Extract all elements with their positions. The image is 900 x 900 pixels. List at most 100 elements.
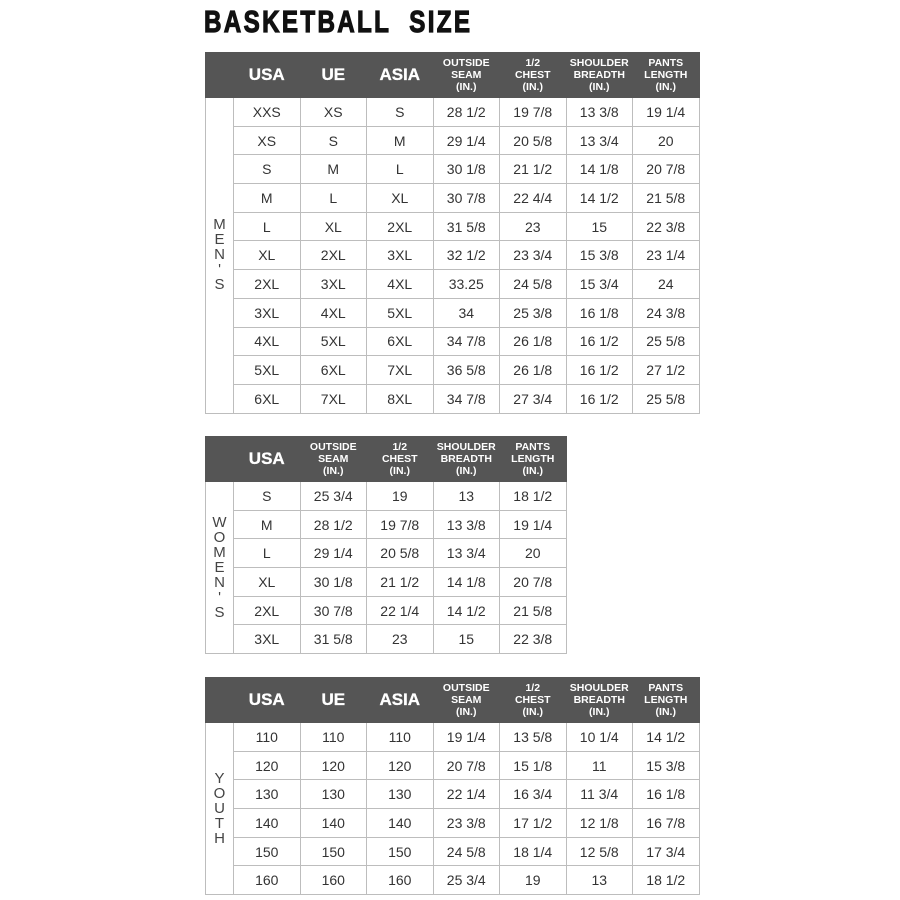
table-row: S M L 30 1/8 21 1/2 14 1/8 20 7/8 — [206, 154, 700, 185]
table-cell: 23 — [366, 624, 434, 655]
table-cell: 16 1/8 — [565, 297, 633, 328]
table-cell: 14 1/2 — [632, 722, 700, 752]
table-cell: 17 1/2 — [499, 808, 567, 838]
table-cell: 31 5/8 — [432, 211, 500, 242]
table-cell: 21 1/2 — [366, 567, 434, 597]
column-header: ASIA — [366, 52, 434, 98]
table-cell: XL — [299, 211, 367, 242]
table-cell: 22 4/4 — [499, 183, 567, 213]
column-header: OUTSIDE SEAM (IN.) — [299, 436, 367, 482]
table-cell: L — [366, 154, 434, 185]
side-label-cell: WOMEN'S — [205, 480, 234, 655]
table-cell: 110 — [299, 722, 367, 752]
table-cell: M — [366, 125, 434, 156]
table-cell: 15 3/4 — [565, 269, 633, 299]
table-cell: XS — [233, 125, 301, 156]
table-cell: 5XL — [366, 297, 434, 328]
column-header: PANTS LENGTH (IN.) — [632, 52, 700, 98]
table-cell: 19 — [499, 865, 567, 896]
table-cell: S — [299, 125, 367, 156]
table-cell: 23 3/4 — [499, 240, 567, 271]
table-row: M L XL 30 7/8 22 4/4 14 1/2 21 5/8 — [206, 183, 700, 213]
table-cell: 15 — [432, 624, 500, 655]
column-header: ASIA — [366, 677, 434, 723]
table-cell: 19 1/4 — [432, 722, 500, 752]
table-cell: 5XL — [299, 326, 367, 357]
table-cell: 32 1/2 — [432, 240, 500, 271]
table-row: 3XL 4XL 5XL 34 25 3/8 16 1/8 24 3/8 — [206, 297, 700, 328]
table-cell: XL — [233, 567, 301, 597]
table-cell: 110 — [366, 722, 434, 752]
table-row: 2XL 30 7/8 22 1/4 14 1/2 21 5/8 — [206, 595, 567, 626]
table-cell: S — [233, 481, 301, 511]
page-title: BASKETBALL SIZE — [204, 3, 473, 39]
header-blank — [205, 436, 234, 482]
table-cell: 19 1/4 — [499, 509, 567, 540]
column-header: PANTS LENGTH (IN.) — [499, 436, 567, 482]
table-cell: 4XL — [366, 269, 434, 299]
table-cell: 13 3/4 — [565, 125, 633, 156]
table-row: L XL 2XL 31 5/8 23 15 22 3/8 — [206, 211, 700, 242]
table-cell: 140 — [233, 808, 301, 838]
table-cell: 6XL — [366, 326, 434, 357]
table-row: YOUTH 110 110 110 19 1/4 13 5/8 10 1/4 14 1/2 — [205, 721, 700, 896]
table-cell: 16 1/2 — [565, 355, 633, 385]
table-cell: 21 5/8 — [632, 183, 700, 213]
table-cell: 20 7/8 — [499, 567, 567, 597]
table-cell: 24 5/8 — [499, 269, 567, 299]
column-header: USA — [233, 52, 301, 98]
table-cell: 7XL — [366, 355, 434, 385]
table-cell: 13 3/4 — [432, 538, 500, 569]
table-cell: 130 — [366, 779, 434, 810]
table-cell: 160 — [233, 865, 301, 896]
table-cell: 10 1/4 — [565, 722, 633, 752]
table-cell: 4XL — [299, 297, 367, 328]
table-cell: 24 — [632, 269, 700, 299]
column-header: OUTSIDE SEAM (IN.) — [432, 52, 500, 98]
table-cell: 30 7/8 — [432, 183, 500, 213]
table-cell: 25 5/8 — [632, 383, 700, 414]
side-label: MEN'S — [211, 216, 228, 292]
table-cell: 14 1/2 — [432, 595, 500, 626]
table-row: 6XL 7XL 8XL 34 7/8 27 3/4 16 1/2 25 5/8 — [206, 383, 700, 414]
table-cell: 16 1/2 — [565, 326, 633, 357]
table-cell: 12 1/8 — [565, 808, 633, 838]
table-cell: 25 5/8 — [632, 326, 700, 357]
table-cell: XL — [366, 183, 434, 213]
table-cell: 160 — [299, 865, 367, 896]
table-cell: 150 — [233, 836, 301, 867]
table-cell: 34 7/8 — [432, 383, 500, 414]
table-cell: 13 5/8 — [499, 722, 567, 752]
womens-size-table: USA OUTSIDE SEAM (IN.) 1/2 CHEST (IN.) SHOU… — [205, 436, 567, 655]
table-row: XS S M 29 1/4 20 5/8 13 3/4 20 — [206, 125, 700, 156]
table-cell: 30 1/8 — [299, 567, 367, 597]
table-cell: 34 — [432, 297, 500, 328]
table-cell: 130 — [299, 779, 367, 810]
table-cell: 22 1/4 — [366, 595, 434, 626]
table-cell: 25 3/8 — [499, 297, 567, 328]
side-label: YOUTH — [211, 769, 228, 845]
table-row: XL 2XL 3XL 32 1/2 23 3/4 15 3/8 23 1/4 — [206, 240, 700, 271]
table-cell: 21 5/8 — [499, 595, 567, 626]
table-cell: 140 — [366, 808, 434, 838]
table-cell: XS — [299, 97, 367, 127]
table-row: 120 120 120 20 7/8 15 1/8 11 15 3/8 — [206, 750, 700, 781]
table-cell: 18 1/2 — [632, 865, 700, 896]
table-cell: 11 — [565, 750, 633, 781]
header-row: USA OUTSIDE SEAM (IN.) 1/2 CHEST (IN.) SHOU… — [205, 436, 567, 482]
column-header: 1/2 CHEST (IN.) — [499, 52, 567, 98]
table-cell: 33.25 — [432, 269, 500, 299]
table-cell: 27 3/4 — [499, 383, 567, 414]
header-blank — [205, 677, 234, 723]
table-cell: 34 7/8 — [432, 326, 500, 357]
table-cell: 31 5/8 — [299, 624, 367, 655]
column-header: SHOULDER BREADTH (IN.) — [565, 52, 633, 98]
table-cell: 16 1/8 — [632, 779, 700, 810]
header-row: USA UE ASIA OUTSIDE SEAM (IN.) 1/2 CHEST (IN… — [205, 52, 700, 98]
column-header: UE — [299, 52, 367, 98]
table-cell: 19 7/8 — [499, 97, 567, 127]
table-cell: 13 3/8 — [432, 509, 500, 540]
table-cell: 29 1/4 — [432, 125, 500, 156]
table-cell: 17 3/4 — [632, 836, 700, 867]
column-header: 1/2 CHEST (IN.) — [366, 436, 434, 482]
